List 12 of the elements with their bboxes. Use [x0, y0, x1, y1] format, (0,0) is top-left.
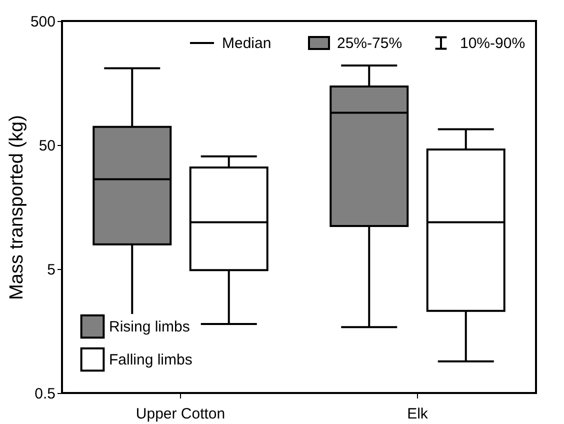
y-tick-label: 5	[47, 262, 56, 278]
y-tick-label: 50	[38, 138, 56, 154]
x-tick-label: Elk	[407, 406, 428, 422]
annotation: 10%-90%	[460, 35, 526, 52]
y-tick-label: 0.5	[34, 386, 56, 402]
annotation: Median	[222, 35, 272, 52]
legend-label: Rising limbs	[109, 318, 190, 336]
annotation: 25%-75%	[337, 35, 402, 52]
legend-label: Falling limbs	[109, 352, 192, 368]
y-tick-label: 500	[30, 14, 56, 30]
y-axis-title: Mass transported (kg)	[6, 115, 28, 300]
x-tick-label: Upper Cotton	[136, 406, 226, 422]
